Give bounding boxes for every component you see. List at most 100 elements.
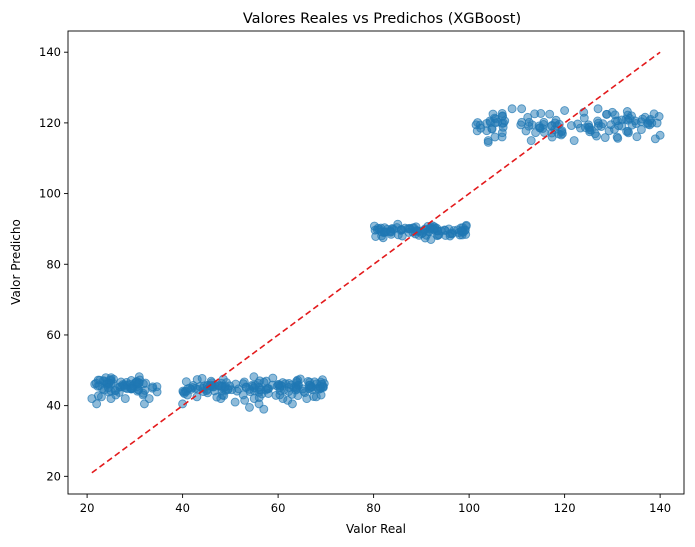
data-point — [654, 112, 664, 121]
data-point — [631, 119, 641, 128]
y-tick-label: 100 — [39, 187, 61, 201]
data-point — [178, 399, 188, 409]
data-point — [386, 227, 396, 237]
data-point — [240, 395, 250, 405]
y-axis: 20 40 60 80 100 120 140 — [39, 45, 68, 483]
data-point — [497, 132, 507, 142]
plot-frame — [67, 30, 685, 495]
data-point — [203, 388, 213, 398]
y-tick-label: 60 — [46, 328, 61, 342]
x-tick-label: 100 — [458, 501, 480, 515]
data-point — [134, 378, 144, 388]
chart-title: Valores Reales vs Predichos (XGBoost) — [243, 11, 521, 27]
data-point — [274, 380, 284, 390]
data-point — [259, 377, 269, 387]
data-point — [610, 124, 619, 134]
data-point — [584, 123, 594, 133]
data-point — [318, 383, 328, 392]
data-point — [120, 394, 130, 404]
data-point — [498, 111, 507, 121]
data-point — [316, 390, 326, 400]
data-point — [493, 117, 503, 127]
data-point — [524, 121, 534, 131]
data-point — [507, 104, 517, 114]
x-tick-label: 40 — [175, 501, 190, 515]
data-point — [238, 379, 248, 389]
data-point — [284, 383, 294, 392]
x-axis: 20 40 60 80 100 120 140 — [80, 494, 671, 515]
data-point — [592, 131, 601, 141]
data-point — [96, 392, 106, 402]
data-point — [392, 223, 402, 233]
data-point — [456, 226, 466, 236]
data-point — [120, 383, 130, 393]
data-point — [617, 121, 627, 131]
data-point — [426, 235, 436, 244]
data-point — [250, 380, 260, 390]
x-tick-label: 20 — [80, 501, 95, 515]
data-point — [560, 106, 570, 115]
data-point — [545, 109, 555, 119]
data-point — [627, 111, 636, 121]
data-point — [575, 123, 585, 133]
data-point — [517, 117, 527, 127]
data-point — [92, 399, 102, 409]
data-point — [144, 394, 154, 404]
data-point — [197, 373, 207, 383]
data-point — [611, 116, 620, 126]
data-point — [655, 130, 665, 140]
data-point — [230, 397, 240, 407]
data-point — [302, 394, 312, 404]
y-tick-label: 20 — [46, 469, 61, 483]
data-point — [259, 404, 269, 414]
data-point — [397, 231, 407, 241]
data-point — [600, 133, 610, 143]
data-point — [550, 118, 560, 128]
x-tick-label: 60 — [271, 501, 286, 515]
data-point — [531, 128, 541, 138]
data-point — [429, 225, 439, 235]
y-tick-label: 120 — [39, 116, 61, 130]
data-point — [245, 387, 255, 397]
y-tick-label: 40 — [46, 399, 61, 413]
data-point — [411, 222, 421, 232]
data-point — [91, 378, 101, 388]
data-point — [593, 118, 603, 128]
x-tick-label: 120 — [554, 501, 576, 515]
data-point — [646, 114, 656, 124]
plot-area — [87, 51, 665, 474]
data-point — [483, 136, 493, 146]
data-point — [245, 402, 254, 412]
data-point — [632, 132, 642, 142]
data-point — [287, 399, 297, 409]
data-point — [517, 104, 527, 114]
data-point — [148, 382, 158, 392]
data-point — [220, 381, 230, 391]
data-point — [192, 392, 202, 402]
x-tick-label: 140 — [649, 501, 671, 515]
data-point — [547, 132, 557, 142]
y-tick-label: 80 — [46, 257, 61, 271]
data-point — [369, 221, 379, 231]
data-point — [607, 107, 617, 117]
data-point — [109, 374, 118, 384]
data-point — [476, 123, 486, 133]
x-axis-label: Valor Real — [346, 522, 406, 536]
reference-line — [91, 51, 661, 474]
data-point — [526, 136, 536, 146]
y-axis-label: Valor Predicho — [9, 219, 23, 305]
data-point — [418, 228, 428, 238]
data-point — [378, 233, 388, 243]
data-point — [612, 132, 622, 142]
data-point — [216, 394, 226, 404]
data-point — [569, 136, 579, 146]
data-point — [111, 390, 121, 400]
data-point — [292, 376, 302, 386]
data-point — [182, 390, 192, 400]
data-point — [636, 125, 646, 135]
data-point — [445, 231, 455, 241]
data-point — [536, 109, 546, 118]
x-tick-label: 80 — [366, 501, 381, 515]
data-point — [488, 109, 498, 119]
